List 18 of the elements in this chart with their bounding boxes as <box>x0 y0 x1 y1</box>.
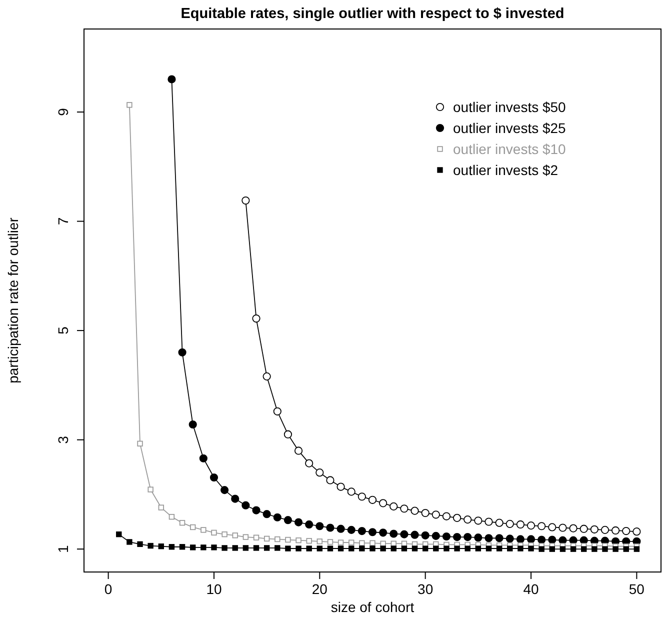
y-tick-label: 5 <box>55 326 71 334</box>
legend-label: outlier invests $50 <box>453 99 566 115</box>
x-tick-label: 0 <box>104 581 112 597</box>
x-tick-label: 20 <box>312 581 328 597</box>
legend-label: outlier invests $2 <box>453 162 558 178</box>
y-tick-label: 1 <box>55 544 71 553</box>
y-axis-title: participation rate for outlier <box>5 217 21 384</box>
x-tick-label: 30 <box>418 581 434 597</box>
x-axis-title: size of cohort <box>330 599 414 615</box>
y-tick-label: 9 <box>55 108 71 116</box>
x-tick-label: 10 <box>206 581 222 597</box>
chart-title: Equitable rates, single outlier with respect to $ invested <box>180 6 564 22</box>
x-tick-label: 40 <box>523 581 540 597</box>
y-tick-label: 7 <box>55 217 71 226</box>
x-tick-label: 50 <box>628 581 645 597</box>
y-tick-label: 3 <box>55 436 71 444</box>
legend-label: outlier invests $10 <box>453 141 566 157</box>
legend-label: outlier invests $25 <box>453 120 566 136</box>
